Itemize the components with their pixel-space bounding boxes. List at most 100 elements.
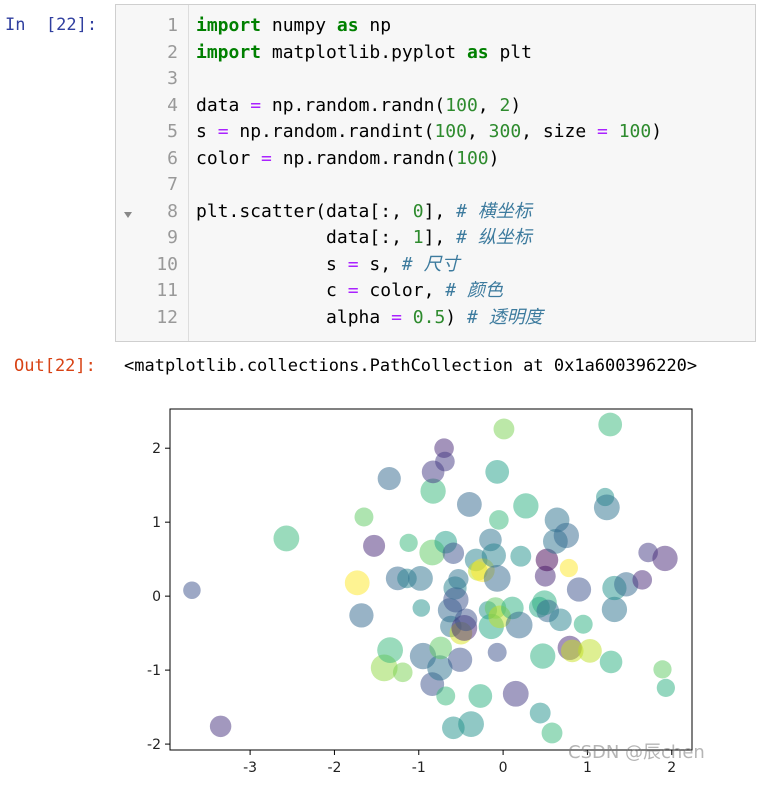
code-token: color — [196, 147, 262, 169]
scatter-point — [502, 680, 529, 707]
scatter-point — [349, 603, 374, 628]
code-token: # 横坐标 — [456, 200, 532, 222]
code-token: np.random.randn( — [261, 94, 446, 116]
scatter-point — [485, 460, 510, 484]
scatter-point — [363, 534, 386, 557]
scatter-point — [427, 655, 453, 681]
scatter-point — [535, 548, 559, 572]
y-tick-label: 0 — [152, 589, 161, 605]
code-token: = — [261, 147, 272, 169]
scatter-point — [560, 639, 584, 663]
line-number: 2 — [167, 41, 178, 63]
scatter-point — [436, 686, 456, 706]
code-token: plt.scatter(data[:, — [196, 200, 413, 222]
scatter-point — [534, 565, 556, 587]
line-number: 6 — [167, 147, 178, 169]
code-token: = — [217, 121, 229, 142]
x-tick-label: -3 — [243, 760, 257, 776]
code-token: np.random.randn( — [271, 147, 457, 169]
code-token: 0.5 — [412, 306, 446, 328]
scatter-point — [408, 565, 433, 591]
scatter-point — [458, 711, 484, 738]
code-line: import matplotlib.pyplot as plt — [196, 40, 532, 67]
code-token: plt — [488, 41, 532, 63]
line-number: 3 — [167, 68, 178, 89]
scatter-point — [573, 614, 593, 634]
scatter-point — [209, 715, 232, 738]
code-token: = — [597, 121, 608, 142]
scatter-point — [344, 570, 370, 596]
code-token: as — [466, 41, 489, 63]
scatter-point — [559, 558, 579, 578]
scatter-point — [183, 581, 201, 599]
code-token: ) — [510, 94, 522, 116]
code-token: matplotlib.pyplot — [261, 41, 467, 63]
code-token: , — [466, 121, 489, 142]
scatter-point — [632, 570, 653, 590]
code-token: 100 — [445, 94, 478, 116]
code-cell[interactable]: 1 2 3 4 5 6 7 8 9 10 11 12 import numpy as np import… — [115, 4, 756, 342]
code-token: c — [196, 280, 348, 301]
code-token: data — [196, 94, 251, 116]
fold-arrow[interactable] — [122, 209, 134, 221]
scatter-point — [468, 684, 493, 708]
scatter-point — [656, 678, 675, 697]
x-tick-label: 2 — [667, 760, 676, 776]
code-token: np.random.randint( — [228, 121, 435, 142]
line-number: 4 — [167, 94, 178, 116]
code-token: 100 — [456, 147, 489, 169]
scatter-point — [553, 522, 579, 549]
code-token: 2 — [499, 94, 511, 116]
line-number: 5 — [167, 121, 178, 142]
code-line: color = np.random.randn(100) — [196, 146, 499, 173]
scatter-point — [513, 493, 539, 519]
code-line: s = s, # 尺寸 — [196, 252, 460, 279]
scatter-point — [653, 660, 672, 679]
scatter-point — [510, 545, 532, 567]
scatter-point — [442, 542, 465, 564]
code-token: 1 — [412, 227, 424, 248]
output-prompt: Out[22]: — [14, 356, 96, 376]
scatter-point — [448, 569, 469, 590]
scatter-point — [377, 466, 401, 491]
output-text: <matplotlib.collections.PathCollection a… — [124, 356, 698, 376]
code-token: np — [358, 15, 392, 36]
code-token: s — [196, 121, 218, 142]
scatter-point — [493, 418, 515, 440]
scatter-point — [454, 608, 478, 632]
scatter-point — [443, 587, 469, 613]
y-tick-label: -1 — [147, 663, 161, 679]
line-number: 12 — [156, 306, 178, 328]
scatter-point — [599, 650, 623, 674]
code-token: = — [391, 306, 402, 328]
y-tick-label: 2 — [152, 441, 161, 457]
scatter-point — [566, 577, 592, 602]
scatter-point — [483, 565, 511, 592]
scatter-point — [412, 599, 431, 617]
scatter-point — [593, 494, 620, 521]
scatter-point — [489, 510, 509, 530]
scatter-point — [447, 647, 473, 672]
scatter-point — [377, 637, 403, 664]
scatter-point — [392, 662, 413, 683]
y-tick-label: 1 — [152, 515, 161, 531]
code-token: = — [347, 280, 359, 301]
line-number: 9 — [167, 227, 178, 248]
code-token: # 尺寸 — [401, 253, 460, 275]
code-token: import — [196, 15, 262, 36]
code-token: = — [250, 94, 262, 116]
code-token: ) — [488, 147, 500, 169]
line-number: 8 — [167, 200, 178, 222]
code-token: # 颜色 — [445, 280, 503, 301]
code-line: c = color, # 颜色 — [196, 278, 503, 305]
y-tick-label: -2 — [147, 737, 161, 753]
x-tick-label: 0 — [499, 760, 508, 776]
scatter-point — [420, 478, 446, 504]
line-gutter: 1 2 3 4 5 6 7 8 9 10 11 12 — [116, 5, 189, 341]
code-token: as — [336, 15, 359, 36]
code-token: ) — [651, 121, 663, 142]
code-line: import numpy as np — [196, 13, 391, 40]
watermark: CSDN @辰chen — [568, 742, 705, 763]
code-token: ], — [423, 227, 457, 248]
